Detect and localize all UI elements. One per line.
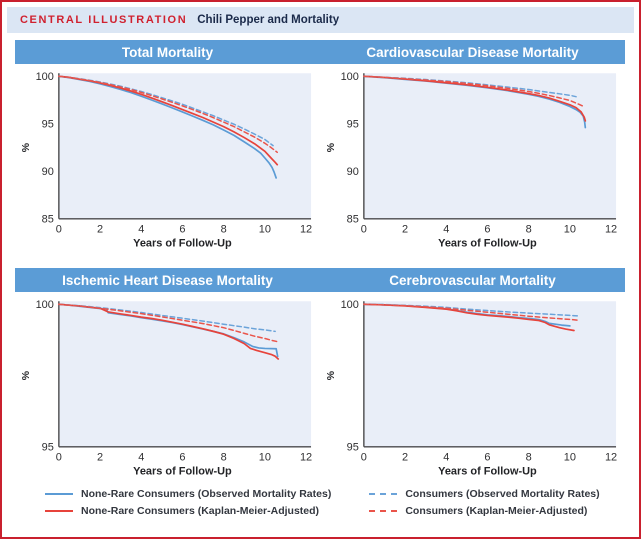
chart-cardiovascular-mortality: 85 90 95 100 0 2 4 6 8 10 12% Years of Follow-Up [326,71,617,250]
series-line-3 [58,75,274,147]
charts-row-top: Total Mortality Cardiovascular Disease M… [15,40,625,250]
series-line-4 [363,75,583,107]
x-tick-label: 6 [484,224,490,236]
x-tick-label: 0 [56,452,62,464]
x-tick-label: 8 [221,224,227,236]
legend: None-Rare Consumers (Observed Mortality … [45,488,639,517]
charts-row-bottom: Ischemic Heart Disease Mortality Cerebro… [15,268,625,478]
x-tick-label: 2 [402,224,408,236]
x-tick-label: 10 [259,452,271,464]
x-axis-title: Years of Follow-Up [438,238,537,250]
panel-title-ischemic-heart-mortality: Ischemic Heart Disease Mortality [62,272,273,288]
panel-titlebar-bottom: Ischemic Heart Disease Mortality Cerebro… [15,268,625,292]
chart-total-mortality: 85 90 95 100 0 2 4 6 8 10 12% Years of Follow-Up [21,71,312,250]
legend-label: None-Rare Consumers (Observed Mortality … [81,488,332,500]
x-tick-label: 6 [484,452,490,464]
legend-label: Consumers (Observed Mortality Rates) [405,488,600,500]
legend-label: Consumers (Kaplan-Meier-Adjusted) [405,505,588,517]
y-tick-label: 100 [341,299,359,311]
figure-header: CENTRAL ILLUSTRATION Chili Pepper and Mo… [7,7,634,33]
x-tick-label: 10 [259,224,271,236]
x-tick-label: 4 [443,452,449,464]
y-tick-label: 100 [341,71,359,83]
y-tick-label: 90 [42,166,54,178]
x-tick-label: 0 [56,224,62,236]
series-line-4 [363,303,579,321]
panel-titlebar-top: Total Mortality Cardiovascular Disease M… [15,40,625,64]
legend-item-consumers-km-adjusted: Consumers (Kaplan-Meier-Adjusted) [369,505,599,517]
plots-row-bottom: 95 100 0 2 4 6 8 10 12% Years of Follow-Up 95 100 0… [15,292,625,478]
x-tick-label: 12 [605,224,617,236]
y-tick-label: 95 [347,442,359,454]
x-tick-label: 12 [300,224,312,236]
series-line-4 [58,75,278,154]
series-line-1 [58,75,277,179]
plot-background [363,73,617,219]
y-axis-title: % [21,142,32,152]
plots-row-top: 85 90 95 100 0 2 4 6 8 10 12% Years of Follow-Up 85… [15,64,625,250]
chart-cerebrovascular-mortality: 95 100 0 2 4 6 8 10 12% Years of Follow-Up [326,299,617,478]
x-tick-label: 12 [605,452,617,464]
x-tick-label: 8 [221,452,227,464]
x-tick-label: 10 [564,452,576,464]
y-tick-label: 100 [36,299,54,311]
x-tick-label: 4 [138,224,144,236]
y-tick-label: 90 [347,166,359,178]
plot-background [363,301,617,447]
x-tick-label: 6 [179,452,185,464]
y-tick-label: 95 [42,119,54,131]
x-tick-label: 4 [138,452,144,464]
y-axis-title: % [326,142,337,152]
charts-grid: Total Mortality Cardiovascular Disease M… [15,40,625,478]
y-tick-label: 85 [42,214,54,226]
y-tick-label: 85 [347,214,359,226]
x-tick-label: 10 [564,224,576,236]
legend-item-none-rare-observed: None-Rare Consumers (Observed Mortality … [45,488,331,500]
x-tick-label: 2 [97,452,103,464]
y-axis-title: % [21,370,32,380]
x-tick-label: 2 [402,452,408,464]
series-line-4 [58,303,280,343]
solid-red-line-swatch-icon [45,510,73,512]
panel-title-cardiovascular-mortality: Cardiovascular Disease Mortality [366,44,579,60]
panel-title-total-mortality: Total Mortality [121,44,214,60]
y-axis-title: % [326,370,337,380]
solid-blue-line-swatch-icon [45,493,73,495]
x-tick-label: 0 [361,452,367,464]
y-tick-label: 95 [347,119,359,131]
legend-item-consumers-observed: Consumers (Observed Mortality Rates) [369,488,600,500]
x-axis-title: Years of Follow-Up [133,238,232,250]
dashed-blue-line-swatch-icon [369,493,398,495]
x-tick-label: 4 [443,224,449,236]
x-axis-title: Years of Follow-Up [438,466,537,478]
x-axis-title: Years of Follow-Up [133,466,232,478]
x-tick-label: 8 [526,224,532,236]
y-tick-label: 95 [42,442,54,454]
x-tick-label: 8 [526,452,532,464]
x-tick-label: 12 [300,452,312,464]
x-tick-label: 0 [361,224,367,236]
header-title: Chili Pepper and Mortality [197,14,340,26]
legend-label: None-Rare Consumers (Kaplan-Meier-Adjust… [81,505,320,517]
chart-ischemic-heart-mortality: 95 100 0 2 4 6 8 10 12% Years of Follow-Up [21,299,312,478]
plot-background [58,73,312,219]
header-kicker: CENTRAL ILLUSTRATION [20,14,188,26]
x-tick-label: 2 [97,224,103,236]
panel-title-cerebrovascular-mortality: Cerebrovascular Mortality [389,272,556,288]
y-tick-label: 100 [36,71,54,83]
dashed-red-line-swatch-icon [369,510,398,512]
plot-background [58,301,312,447]
legend-item-none-rare-km-adjusted: None-Rare Consumers (Kaplan-Meier-Adjust… [45,505,331,517]
x-tick-label: 6 [179,224,185,236]
